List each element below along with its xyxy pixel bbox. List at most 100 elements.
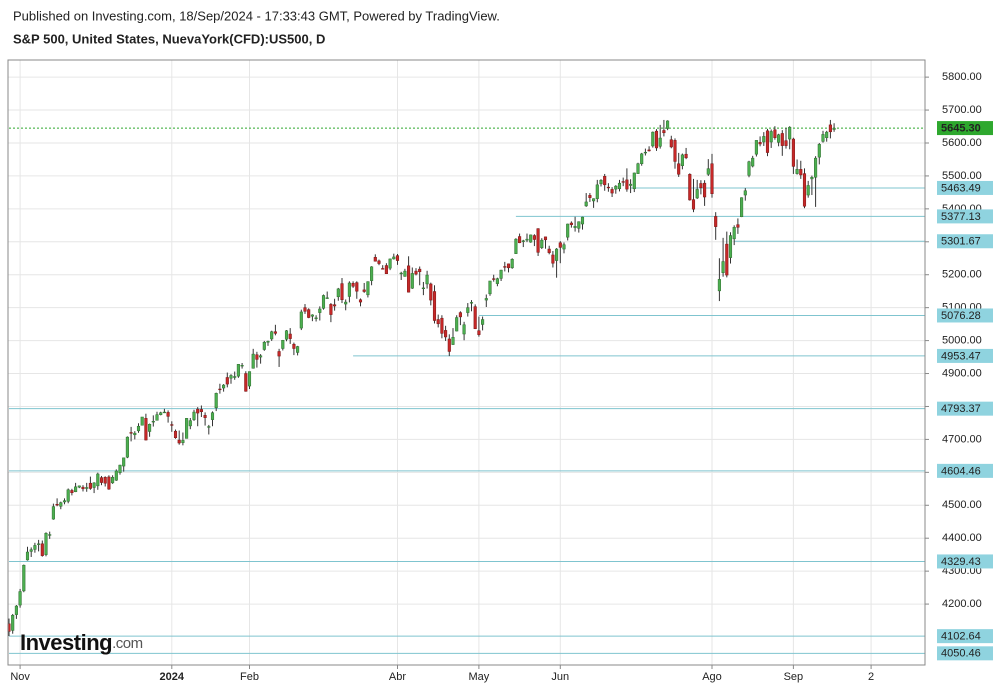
candle-body <box>603 176 607 186</box>
y-tick-label: 4400.00 <box>942 532 982 544</box>
candle-body <box>714 216 718 227</box>
candle-body <box>85 487 89 489</box>
candle-body <box>321 295 326 309</box>
candle-body <box>473 306 477 329</box>
candle-body <box>677 163 681 175</box>
candle-body <box>802 173 807 207</box>
candle-body <box>740 197 744 218</box>
candle-body <box>270 331 274 340</box>
x-tick-label: Jun <box>551 671 569 683</box>
y-tick-label: 5600.00 <box>942 137 982 149</box>
y-tick-label: 5000.00 <box>942 335 982 347</box>
candle-body <box>532 235 536 240</box>
plot-frame <box>7 59 926 666</box>
candle-body <box>444 330 448 338</box>
candle-body <box>754 140 758 155</box>
candle-body <box>832 127 836 130</box>
level-label-bg <box>937 554 993 569</box>
candle-body <box>373 257 377 262</box>
candle-body <box>144 418 148 441</box>
candle-body <box>828 124 832 133</box>
candle-body <box>229 375 233 379</box>
candle-body <box>136 425 141 432</box>
candle-body <box>303 307 307 312</box>
candle-body <box>310 314 314 317</box>
candle-body <box>747 161 751 176</box>
candle-body <box>392 256 396 260</box>
candle-body <box>691 199 696 210</box>
y-tick-label: 5200.00 <box>942 269 982 281</box>
candle-body <box>155 414 159 421</box>
y-tick-label: 4900.00 <box>942 367 982 379</box>
candle-body <box>185 418 189 439</box>
candle-body <box>14 605 18 615</box>
candle-body <box>384 265 388 274</box>
x-tick-label: May <box>469 671 490 683</box>
candle-body <box>59 502 63 507</box>
candle-body <box>62 500 67 503</box>
y-tick-label: 4700.00 <box>942 433 982 445</box>
candle-body <box>773 129 777 138</box>
level-label: 5377.13 <box>941 211 981 223</box>
candle-body <box>77 485 81 488</box>
candles <box>7 119 836 637</box>
level-label-bg <box>937 463 993 478</box>
candle-body <box>625 179 629 190</box>
candle-body <box>333 304 337 307</box>
candle-body <box>562 244 566 250</box>
chart-title: S&P 500, United States, NuevaYork(CFD):U… <box>13 31 325 46</box>
candle-body <box>296 346 300 353</box>
candle-body <box>521 240 525 242</box>
candle-body <box>255 354 259 360</box>
candle-body <box>606 186 610 189</box>
candle-body <box>462 324 466 335</box>
candle-body <box>732 227 736 240</box>
candle-body <box>629 183 633 186</box>
source: Published on Investing.com, 18/Sep/2024 … <box>13 8 500 23</box>
candle-body <box>817 144 821 158</box>
candle-body <box>632 172 636 190</box>
candle-body <box>299 311 303 329</box>
candle-body <box>666 120 670 129</box>
candle-body <box>699 183 703 189</box>
candle-body <box>614 185 618 190</box>
candle-body <box>510 259 514 269</box>
candle-body <box>758 142 762 145</box>
level-label-bg <box>937 348 993 363</box>
candle-body <box>225 377 229 385</box>
candle-body <box>203 415 207 418</box>
candle-body <box>148 424 152 432</box>
level-label-bg <box>937 401 993 416</box>
candle-body <box>529 234 533 243</box>
candle-body <box>447 338 451 352</box>
candle-body <box>555 248 559 261</box>
candle-body <box>96 473 100 487</box>
candle-body <box>170 424 174 426</box>
candle-body <box>325 297 329 299</box>
candle-body <box>259 355 263 358</box>
candle-body <box>81 486 85 490</box>
candle-body <box>451 337 455 345</box>
y-tick-label: 4500.00 <box>942 499 982 511</box>
candle-body <box>543 236 548 241</box>
candle-body <box>366 281 370 296</box>
candle-body <box>673 140 677 162</box>
candle-body <box>784 140 788 146</box>
candle-body <box>795 169 799 174</box>
candle-body <box>403 270 407 277</box>
candle-body <box>506 263 511 269</box>
candle-body <box>18 591 22 606</box>
candle-body <box>484 298 488 301</box>
candle-body <box>684 153 688 159</box>
level-label: 4102.64 <box>941 631 981 643</box>
candle-body <box>688 174 692 201</box>
candle-body <box>651 131 655 147</box>
candle-body <box>588 195 592 198</box>
x-tick-label: Abr <box>389 671 406 683</box>
x-tick-label: Ago <box>702 671 722 683</box>
candle-body <box>477 330 481 335</box>
candle-body <box>381 268 385 270</box>
candle-body <box>410 273 414 289</box>
candle-body <box>114 470 118 481</box>
